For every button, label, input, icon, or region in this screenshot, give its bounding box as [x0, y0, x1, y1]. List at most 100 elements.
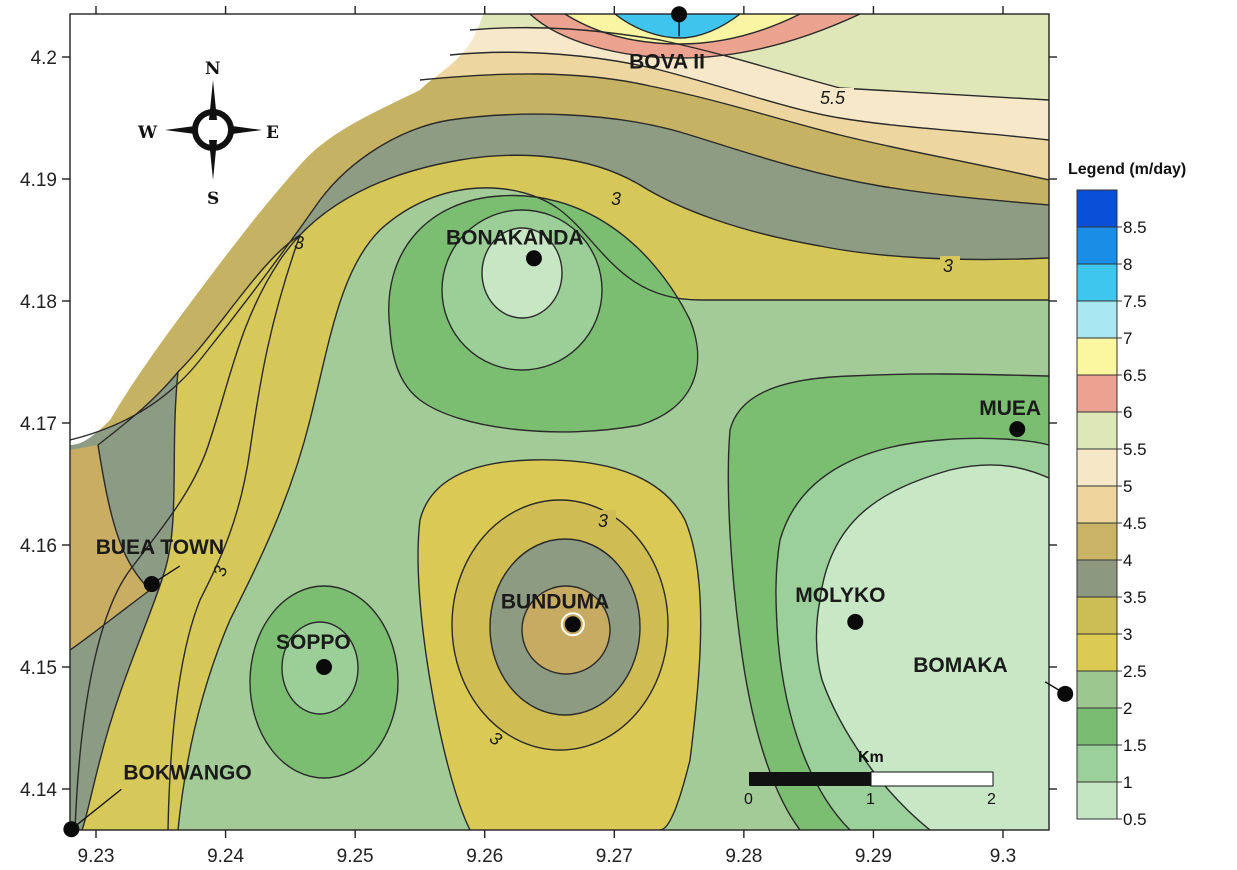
legend-tick-label: 2	[1123, 699, 1132, 718]
legend-tick-label: 8.5	[1123, 218, 1147, 237]
legend-swatch	[1076, 744, 1118, 783]
legend-tick-label: 6.5	[1123, 366, 1147, 385]
y-tick-label: 4.16	[20, 536, 57, 557]
place-dot	[671, 6, 688, 23]
contour-label: 3	[943, 256, 953, 276]
place-label: SOPPO	[276, 631, 351, 654]
legend-swatch	[1076, 411, 1118, 450]
place-dot	[143, 576, 160, 593]
legend-swatch	[1076, 522, 1118, 561]
x-tick-label: 9.3	[990, 846, 1016, 867]
place-label: MUEA	[979, 397, 1041, 420]
compass-south-label: S	[207, 189, 219, 209]
places-layer: BOVA II BONAKANDA MUEA BUEA TOWN BUNDUMA MOLY…	[63, 6, 1074, 838]
scale-bar-empty	[870, 771, 994, 787]
x-axis: 9.23 9.24 9.25 9.26 9.27 9.28 9.29 9.3	[78, 6, 1016, 867]
place-marker: BONAKANDA	[446, 226, 584, 267]
legend-tick-label: 2.5	[1123, 662, 1147, 681]
place-marker: BUEA TOWN	[96, 536, 224, 593]
contour-lines	[70, 14, 1049, 830]
legend-tick-label: 3.5	[1123, 588, 1147, 607]
x-tick-label: 9.23	[78, 846, 115, 867]
legend-swatch	[1076, 300, 1118, 339]
scale-bar-filled	[749, 772, 871, 786]
legend-tick-label: 3	[1123, 625, 1132, 644]
legend-swatch	[1076, 670, 1118, 709]
legend-swatches: 8.5 8 7.5 7 6.5 6 5.5 5 4.5 4 3.5 3 2.5 2 1.5 1 0.5	[1076, 189, 1147, 829]
legend-tick-label: 5	[1123, 477, 1132, 496]
place-marker: BOVA II	[629, 6, 705, 73]
legend-tick-label: 7	[1123, 329, 1132, 348]
zone-bonakanda-0.5	[482, 228, 562, 318]
zone-molyko-0.5	[816, 464, 1049, 830]
place-marker: SOPPO	[276, 631, 351, 675]
legend-title: Legend (m/day)	[1068, 161, 1186, 178]
place-dot	[564, 616, 581, 633]
place-label: BOVA II	[629, 50, 705, 73]
zone-left-ochre	[70, 445, 150, 650]
legend-tick-label: 8	[1123, 255, 1132, 274]
map-surface	[70, 14, 1049, 830]
scale-tick-1: 1	[866, 791, 875, 808]
place-dot	[63, 821, 80, 838]
legend-tick-label: 4.5	[1123, 514, 1147, 533]
place-dot	[847, 613, 864, 630]
scale-unit-label: Km	[858, 749, 884, 766]
contour-label: 3	[294, 233, 304, 253]
place-dot	[316, 659, 333, 675]
x-tick-label: 9.26	[466, 846, 503, 867]
contour-label: 3	[611, 189, 621, 209]
legend-swatch	[1076, 559, 1118, 598]
legend-swatch	[1076, 633, 1118, 672]
scale-bar: Km 0 1 2	[744, 749, 996, 808]
legend-tick-label: 6	[1123, 403, 1132, 422]
legend-tick-label: 0.5	[1123, 810, 1147, 829]
zone-bunduma-4	[522, 586, 610, 674]
legend-tick-label: 4	[1123, 551, 1132, 570]
compass-icon	[165, 80, 262, 180]
place-label: BUEA TOWN	[96, 536, 224, 559]
compass-west-label: W	[137, 123, 158, 143]
map-frame	[69, 13, 1050, 831]
x-tick-label: 9.27	[596, 846, 633, 867]
scale-tick-0: 0	[744, 791, 753, 808]
no-data-area	[70, 14, 483, 445]
legend: Legend (m/day) 8.5 8 7.5 7 6.5 6 5.5 5 4.5 4 3.5 3 2…	[1068, 161, 1186, 829]
place-label: BUNDUMA	[501, 590, 610, 613]
legend-swatch	[1076, 781, 1118, 820]
place-label: BOKWANGO	[123, 761, 251, 784]
place-marker: BOMAKA	[913, 654, 1074, 702]
legend-swatch	[1076, 596, 1118, 635]
legend-swatch	[1076, 485, 1118, 524]
zone-left-yellow	[82, 235, 300, 830]
legend-tick-label: 5.5	[1123, 440, 1147, 459]
place-dot	[525, 250, 542, 267]
scale-tick-2: 2	[987, 791, 996, 808]
y-tick-label: 4.19	[20, 170, 57, 191]
place-dot	[1009, 421, 1026, 438]
legend-tick-label: 1.5	[1123, 736, 1147, 755]
place-label: MOLYKO	[795, 584, 885, 607]
place-dot	[1057, 685, 1074, 702]
place-label: BONAKANDA	[446, 226, 584, 249]
contour-label-group: 5.5 3 3 3 3 3 3	[209, 88, 960, 750]
legend-swatch	[1076, 337, 1118, 376]
contour-label: 3	[598, 511, 608, 531]
place-marker: MUEA	[979, 397, 1041, 438]
legend-swatch	[1076, 448, 1118, 487]
y-tick-label: 4.18	[20, 292, 57, 313]
place-label: BOMAKA	[913, 654, 1008, 677]
legend-swatch	[1076, 374, 1118, 413]
y-tick-label: 4.17	[20, 414, 57, 435]
y-tick-label: 4.15	[20, 658, 57, 679]
compass-rose: N S W E	[137, 59, 279, 209]
zone-left-grey	[70, 372, 178, 830]
y-axis: 4.2 4.19 4.18 4.17 4.16 4.15 4.14	[20, 48, 1057, 801]
compass-north-label: N	[205, 59, 221, 79]
x-tick-label: 9.25	[337, 846, 374, 867]
x-tick-label: 9.28	[725, 846, 762, 867]
legend-swatch	[1076, 707, 1118, 746]
compass-east-label: E	[266, 123, 279, 143]
y-tick-label: 4.2	[31, 48, 57, 69]
